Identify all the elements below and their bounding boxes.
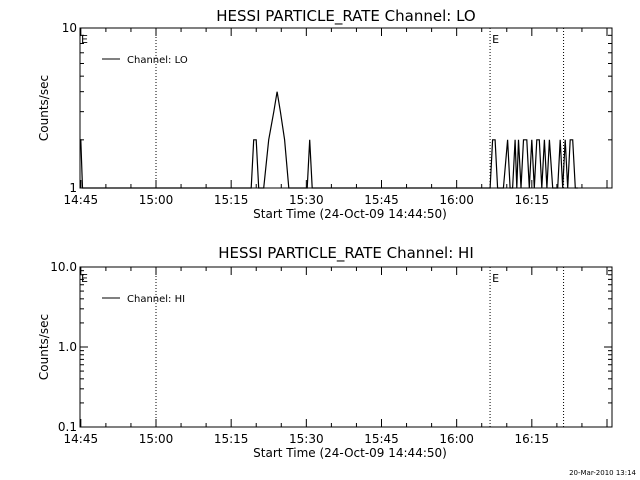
lo-channel-panel: HESSI PARTICLE_RATE Channel: LO 14:45 15:0… (37, 7, 613, 221)
x-tick-label: 15:30 (289, 193, 324, 207)
x-tick-label: 15:00 (139, 193, 174, 207)
legend-label: Channel: LO (127, 55, 188, 66)
x-axis-label: Start Time (24-Oct-09 14:44:50) (253, 446, 447, 460)
x-tick-label: 16:15 (515, 432, 550, 446)
y-axis-label: Counts/sec (37, 314, 51, 380)
plot-timestamp: 20-Mar-2010 13:14 (569, 469, 636, 477)
plot-frame (79, 27, 613, 189)
legend-label: Channel: HI (127, 294, 185, 305)
y-tick-label: 1.0 (58, 340, 77, 354)
x-tick-label: 14:45 (64, 432, 99, 446)
series-line (80, 91, 578, 189)
x-tick-label: 15:00 (139, 432, 174, 446)
x-tick-label: 15:45 (364, 432, 399, 446)
x-axis-label: Start Time (24-Oct-09 14:44:50) (253, 207, 447, 221)
time-marker-label: E (492, 33, 499, 46)
corner-marker-label: E (81, 33, 88, 46)
corner-marker-label: E (81, 272, 88, 285)
x-tick-label: 15:45 (364, 193, 399, 207)
y-tick-label: 10.0 (50, 260, 77, 274)
y-tick-label: 0.1 (58, 420, 77, 434)
x-tick-label: 15:15 (214, 193, 249, 207)
x-tick-label: 16:00 (439, 193, 474, 207)
y-tick-label: 1 (69, 181, 77, 195)
plot-frame (79, 266, 613, 428)
hi-channel-panel: HESSI PARTICLE_RATE Channel: HI 14:45 15:0… (37, 244, 613, 460)
y-tick-label: 10 (62, 21, 77, 35)
y-axis-label: Counts/sec (37, 75, 51, 141)
x-tick-label: 16:00 (439, 432, 474, 446)
time-marker-label: E (492, 272, 499, 285)
x-tick-label: 16:15 (515, 193, 550, 207)
x-tick-label: 15:15 (214, 432, 249, 446)
chart-title: HESSI PARTICLE_RATE Channel: HI (218, 244, 474, 263)
x-tick-label: 14:45 (64, 193, 99, 207)
chart-title: HESSI PARTICLE_RATE Channel: LO (216, 7, 475, 26)
x-tick-label: 15:30 (289, 432, 324, 446)
